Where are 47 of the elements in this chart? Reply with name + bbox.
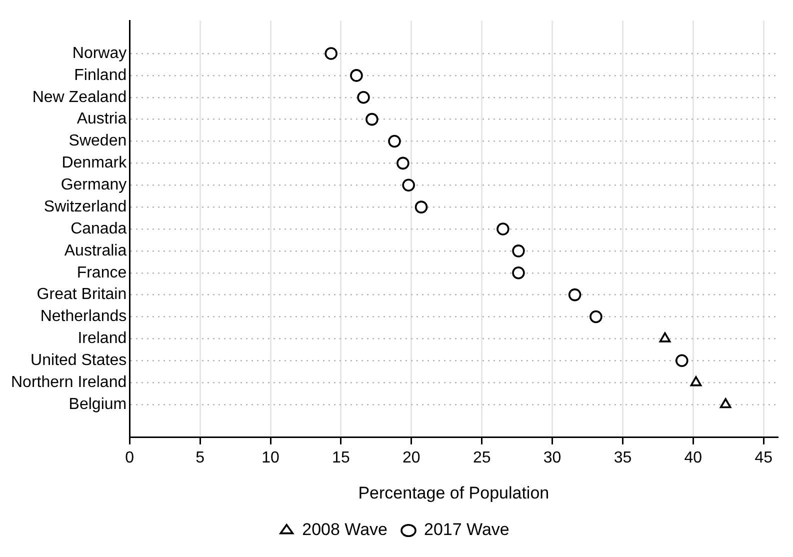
y-tick-label: Finland — [74, 66, 127, 84]
point — [396, 156, 410, 170]
x-tick-label: 20 — [402, 449, 420, 466]
x-tick-label: 15 — [332, 449, 350, 466]
x-tick-label: 35 — [614, 449, 632, 466]
y-tick-label: Sweden — [68, 132, 127, 150]
point — [675, 354, 688, 368]
point — [496, 222, 510, 236]
y-tick-label: United States — [30, 352, 127, 370]
point — [357, 90, 370, 104]
point — [402, 178, 415, 192]
y-tick-label: Germany — [60, 176, 127, 194]
y-tick-label: Ireland — [78, 330, 127, 348]
y-tick-label: Canada — [70, 220, 127, 238]
y-tick-label: New Zealand — [32, 88, 127, 106]
x-tick-label: 25 — [472, 449, 491, 466]
point — [350, 69, 363, 82]
x-tick-label: 0 — [125, 449, 134, 466]
y-tick-label: Switzerland — [44, 198, 127, 216]
y-tick-label: Australia — [64, 242, 127, 260]
y-tick-label: Belgium — [68, 396, 127, 413]
point — [414, 200, 428, 214]
point — [659, 332, 671, 342]
point — [512, 266, 525, 280]
point — [512, 244, 525, 258]
y-tick-label: Norway — [72, 44, 127, 62]
x-tick-label: 40 — [684, 449, 702, 466]
point — [690, 376, 702, 386]
point — [366, 112, 378, 126]
x-tick-label: 5 — [196, 449, 205, 466]
x-axis-title: Percentage of Population — [358, 483, 550, 502]
y-tick-label: France — [76, 264, 127, 282]
legend-label: 2017 Wave — [424, 520, 510, 540]
y-tick-label: Denmark — [62, 154, 128, 172]
x-tick-label: 45 — [754, 449, 773, 466]
point — [720, 398, 732, 408]
point — [568, 288, 582, 302]
point — [590, 310, 602, 324]
y-tick-label: Austria — [76, 110, 127, 128]
y-tick-label: Netherlands — [40, 308, 127, 326]
x-tick-label: 30 — [543, 449, 562, 466]
y-tick-label: Northern Ireland — [10, 374, 127, 391]
legend-label: 2008 Wave — [302, 520, 388, 540]
x-tick-label: 10 — [262, 449, 280, 466]
point — [388, 134, 401, 148]
y-tick-label: Great Britain — [36, 286, 127, 304]
point — [324, 47, 338, 60]
